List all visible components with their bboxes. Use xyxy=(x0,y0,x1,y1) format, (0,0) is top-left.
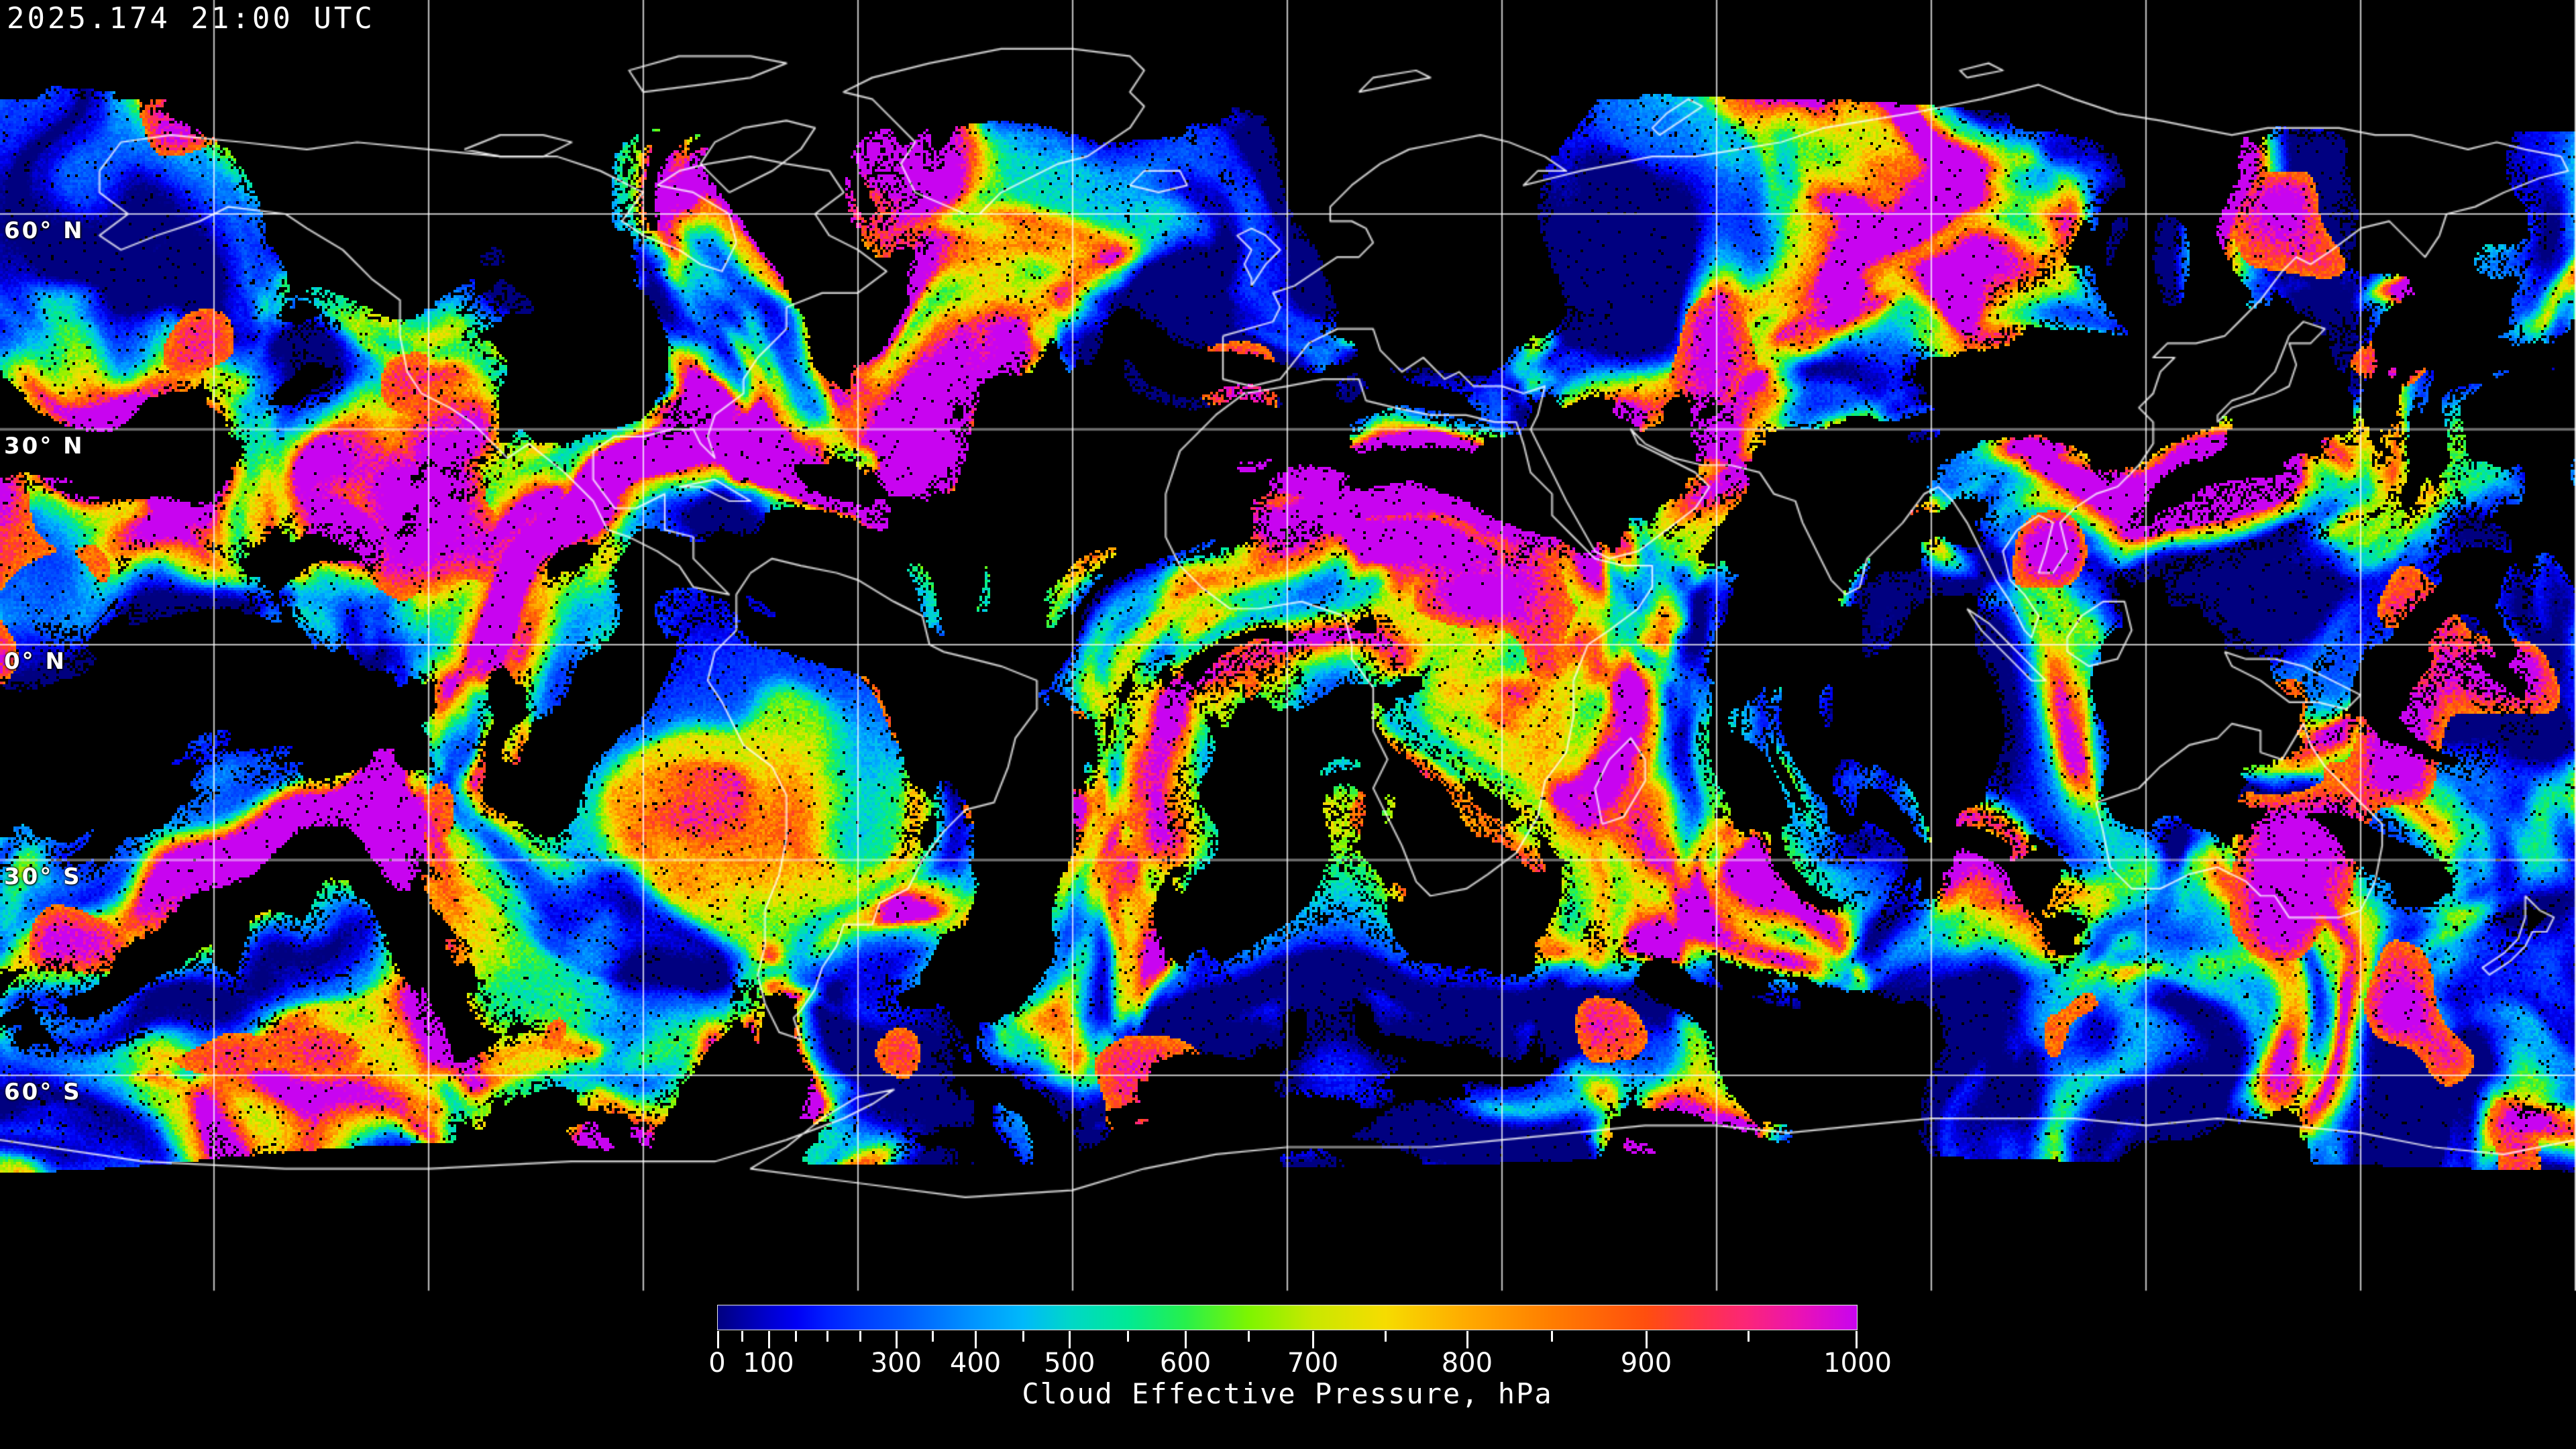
colorbar-tick xyxy=(795,1331,798,1342)
colorbar-tick xyxy=(859,1331,861,1342)
colorbar-tick xyxy=(1645,1331,1648,1348)
colorbar-tick xyxy=(1385,1331,1387,1342)
colorbar-tick-label: 0 xyxy=(708,1348,726,1379)
colorbar-tick xyxy=(1022,1331,1024,1342)
colorbar-tick-label: 600 xyxy=(1159,1348,1212,1379)
colorbar-tick-label: 800 xyxy=(1441,1348,1493,1379)
colorbar-tick xyxy=(932,1331,934,1342)
colorbar-tick-label: 900 xyxy=(1620,1348,1672,1379)
colorbar-tick xyxy=(1856,1331,1858,1348)
colorbar-tick-label: 500 xyxy=(1044,1348,1095,1379)
colorbar-tick xyxy=(895,1331,898,1348)
latitude-label: 60° N xyxy=(4,217,85,244)
latitude-label: 30° N xyxy=(4,433,85,460)
latitude-label: 30° S xyxy=(4,863,82,890)
colorbar-tick xyxy=(1466,1331,1468,1348)
colorbar-ticks xyxy=(717,1331,1858,1351)
colorbar-title: Cloud Effective Pressure, hPa xyxy=(1022,1377,1553,1410)
colorbar-tick-label: 700 xyxy=(1287,1348,1339,1379)
colorbar-tick xyxy=(1248,1331,1250,1342)
colorbar-tick-label: 1000 xyxy=(1823,1348,1892,1379)
colorbar-tick xyxy=(1312,1331,1315,1348)
colorbar-tick xyxy=(1747,1331,1750,1342)
latitude-label: 0° N xyxy=(4,648,66,675)
colorbar-tick-label: 300 xyxy=(870,1348,922,1379)
colorbar-gradient xyxy=(717,1305,1858,1330)
colorbar: Cloud Effective Pressure, hPa 0 100 300 400… xyxy=(708,1305,1892,1412)
colorbar-tick xyxy=(1127,1331,1129,1342)
colorbar-tick-label: 400 xyxy=(949,1348,1002,1379)
colorbar-tick xyxy=(1185,1331,1187,1348)
latitude-label: 60° S xyxy=(4,1079,82,1106)
colorbar-tick xyxy=(975,1331,977,1348)
colorbar-tick-label: 100 xyxy=(743,1348,794,1379)
colorbar-tick xyxy=(1069,1331,1071,1348)
colorbar-tick xyxy=(1551,1331,1554,1342)
colorbar-tick xyxy=(767,1331,770,1348)
colorbar-tick xyxy=(826,1331,829,1342)
timestamp-label: 2025.174 21:00 UTC xyxy=(7,1,375,36)
colorbar-tick xyxy=(741,1331,744,1342)
colorbar-tick xyxy=(717,1331,719,1348)
